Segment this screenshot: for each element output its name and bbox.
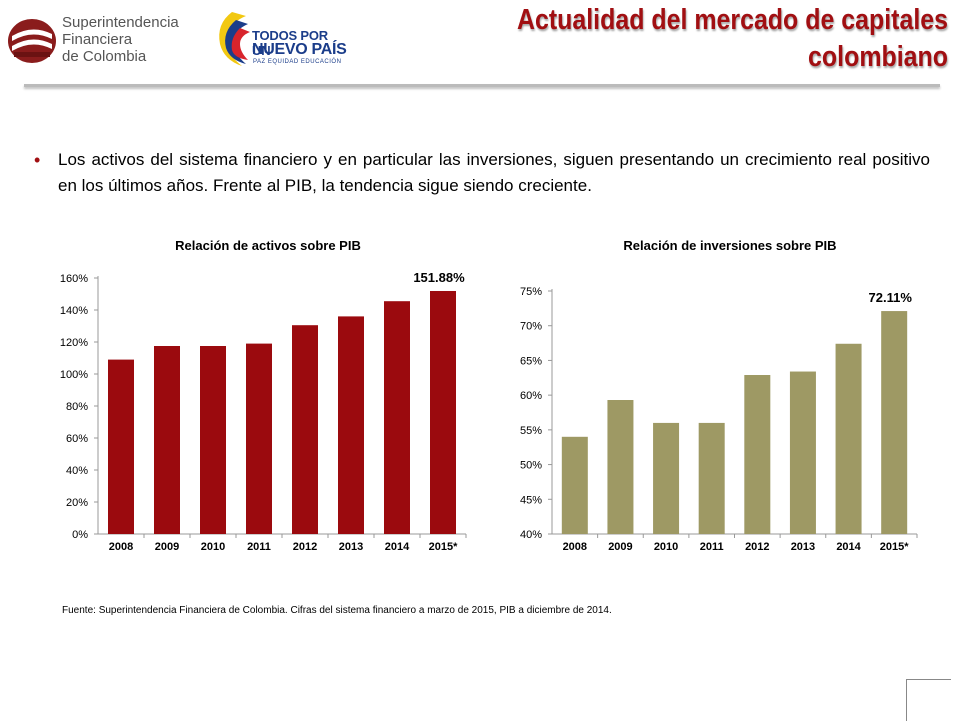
investments-x-tick-label: 2011	[700, 541, 724, 553]
assets-bar	[246, 343, 272, 534]
investments-bar	[835, 343, 862, 534]
sfc-logo-icon	[8, 19, 56, 63]
investments-y-tick-label: 50%	[520, 460, 542, 472]
page-title-line2: colombiano	[808, 41, 948, 73]
investments-bar	[789, 371, 816, 534]
superintendencia-logo: Superintendencia Financiera de Colombia	[6, 10, 196, 70]
assets-bar	[338, 316, 364, 534]
gov-logo-line2: NUEVO PAÍS	[252, 41, 347, 58]
chart-title-assets: Relación de activos sobre PIB	[175, 238, 361, 253]
assets-bar	[292, 325, 318, 534]
assets-bar	[108, 359, 134, 534]
investments-y-tick-label: 70%	[520, 321, 542, 333]
gov-logo-line3: PAZ EQUIDAD EDUCACIÓN	[253, 59, 342, 65]
org-logo-line: de Colombia	[62, 48, 147, 65]
investments-x-tick-label: 2012	[745, 541, 769, 553]
investments-x-tick-label: 2015*	[880, 541, 909, 553]
chart-investments-to-gdp: 40% 45% 50% 55% 60% 65% 70% 75% 2008 2009 2010 2011…	[520, 286, 918, 553]
investments-bar	[653, 422, 680, 534]
investments-bar	[881, 311, 908, 534]
investments-x-tick-label: 2013	[791, 541, 815, 553]
assets-x-tick-label: 2013	[339, 541, 363, 553]
assets-x-tick-label: 2012	[293, 541, 317, 553]
investments-x-tick-label: 2009	[608, 541, 632, 553]
corner-decoration	[906, 679, 951, 721]
assets-y-tick-label: 80%	[66, 401, 88, 413]
body-paragraph: Los activos del sistema financiero y en …	[58, 150, 930, 195]
assets-x-tick-label: 2008	[109, 541, 133, 553]
investments-bar	[561, 436, 588, 534]
assets-bar	[384, 301, 410, 534]
title-divider	[24, 84, 940, 87]
investments-x-tick-label: 2008	[563, 541, 587, 553]
colombia-flag-swirl-icon	[219, 12, 250, 66]
assets-bar	[154, 346, 180, 534]
assets-y-tick-label: 120%	[60, 337, 88, 349]
investments-data-label: 72.11%	[869, 290, 913, 305]
assets-y-tick-label: 60%	[66, 433, 88, 445]
org-logo-line: Financiera	[62, 31, 133, 48]
investments-bar	[698, 422, 725, 534]
chart-assets-to-gdp: 0% 20% 40% 60% 80% 100% 120% 140% 160% 2008 2009 20…	[60, 270, 467, 553]
assets-y-tick-label: 160%	[60, 273, 88, 285]
assets-x-tick-label: 2011	[247, 541, 271, 553]
assets-y-tick-label: 140%	[60, 305, 88, 317]
investments-y-tick-label: 65%	[520, 355, 542, 367]
assets-y-tick-label: 40%	[66, 465, 88, 477]
assets-y-tick-label: 0%	[72, 529, 88, 541]
investments-x-tick-label: 2010	[654, 541, 678, 553]
assets-y-tick-label: 20%	[66, 497, 88, 509]
source-note: Fuente: Superintendencia Financiera de C…	[62, 605, 612, 616]
chart-title-investments: Relación de inversiones sobre PIB	[623, 238, 837, 253]
assets-x-tick-label: 2014	[385, 541, 410, 553]
assets-data-label: 151.88%	[413, 270, 465, 285]
todos-por-un-nuevo-pais-logo: TODOS POR UN NUEVO PAÍS PAZ EQUIDAD EDUC…	[212, 8, 347, 70]
org-logo-line: Superintendencia	[62, 14, 179, 31]
investments-y-tick-label: 40%	[520, 529, 542, 541]
investments-y-tick-label: 75%	[520, 286, 542, 298]
investments-x-tick-label: 2014	[836, 541, 861, 553]
investments-bar	[744, 375, 771, 534]
investments-y-tick-label: 60%	[520, 390, 542, 402]
assets-bar	[430, 290, 456, 534]
investments-y-tick-label: 45%	[520, 494, 542, 506]
assets-bar	[200, 346, 226, 534]
assets-x-tick-label: 2010	[201, 541, 225, 553]
page-title: Actualidad del mercado de capitales colo…	[466, 2, 948, 76]
assets-x-tick-label: 2009	[155, 541, 179, 553]
bullet-icon: •	[34, 150, 41, 170]
gov-logo-line1: TODOS POR UN	[252, 28, 328, 58]
assets-y-tick-label: 100%	[60, 369, 88, 381]
page-title-line1: Actualidad del mercado de capitales	[516, 4, 948, 36]
investments-bar	[607, 400, 634, 534]
investments-y-tick-label: 55%	[520, 425, 542, 437]
assets-x-tick-label: 2015*	[429, 541, 458, 553]
